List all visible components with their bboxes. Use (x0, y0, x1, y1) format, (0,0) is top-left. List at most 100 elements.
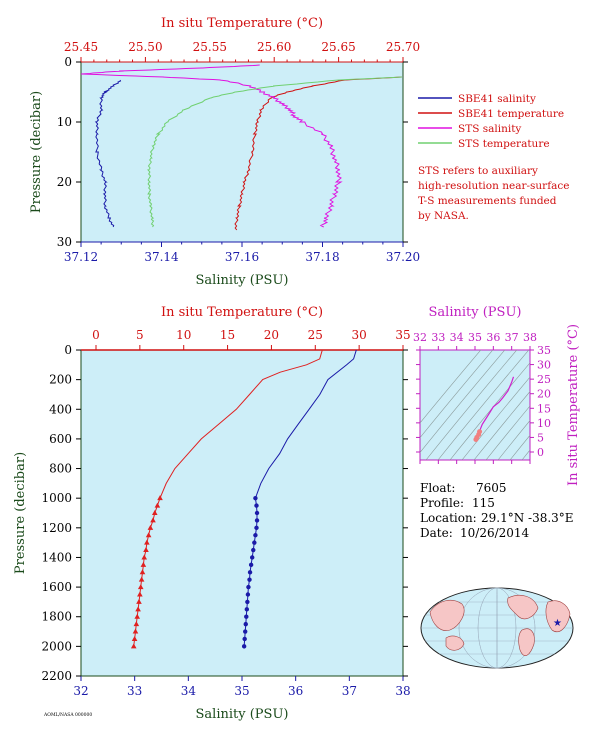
top-temp-axis-title: In situ Temperature (°C) (161, 16, 323, 31)
salinity-point (254, 510, 260, 516)
float-label: Float: (420, 481, 455, 495)
note-line-2: high-resolution near-surface (418, 180, 569, 192)
top-sal-tick-label: 37.14 (144, 250, 179, 264)
temperature-point (137, 591, 143, 597)
bottom-plot-area (80, 349, 404, 677)
ts-deep-point (473, 436, 479, 442)
temperature-point (150, 517, 156, 523)
bottom-pressure-tick-label: 1600 (41, 580, 72, 594)
salinity-point (246, 584, 251, 590)
world-map: ★ (420, 587, 574, 669)
salinity-point (253, 533, 258, 538)
bottom-sal-tick-label: 36 (288, 684, 303, 698)
ts-density-contour (420, 350, 494, 439)
ts-temperature-axis-title: In situ Temperature (°C) (566, 324, 581, 486)
ts-density-contour (420, 350, 506, 454)
salinity-point (245, 592, 251, 597)
salinity-point (253, 495, 258, 501)
top-pressure-tick-label: 10 (57, 115, 72, 129)
salinity-point (243, 621, 248, 627)
ts-temp-tick-label: 0 (537, 446, 544, 459)
legend-label-sbe41-temperature: SBE41 temperature (458, 108, 564, 120)
temperature-point (145, 532, 152, 538)
sts-temperature-line (146, 76, 402, 228)
temperature-point (130, 643, 137, 649)
salinity-point (254, 503, 259, 508)
temperature-point (140, 561, 147, 567)
date-value: 10/26/2014 (460, 526, 530, 540)
bottom-pressure-tick-label: 800 (49, 462, 72, 476)
ts-sal-tick-label: 33 (431, 331, 445, 344)
temperature-point (143, 547, 149, 553)
ts-temp-tick-label: 25 (537, 373, 551, 386)
salinity-point (244, 614, 249, 619)
temperature-point (154, 502, 161, 508)
temperature-point (137, 584, 144, 590)
temperature-point (144, 539, 150, 545)
ts-density-contour (509, 434, 530, 460)
top-profile-chart: In situ Temperature (°C) Salinity (PSU) … (29, 16, 420, 288)
bottom-sal-tick-label: 37 (342, 684, 357, 698)
bottom-pressure-tick-label: 0 (64, 343, 72, 357)
date-label: Date: (420, 526, 453, 540)
salinity-point (244, 607, 250, 612)
sts-salinity-line (80, 64, 343, 228)
map-land-south-america (518, 628, 535, 656)
temperature-point (151, 510, 158, 515)
note-line-3: T-S measurements funded (418, 195, 557, 207)
temperature-point (138, 576, 145, 582)
salinity-point (241, 644, 247, 649)
temperature-point (134, 613, 141, 619)
bottom-temp-tick-label: 10 (176, 328, 191, 342)
ts-density-contour (473, 391, 530, 460)
bottom-pressure-tick-label: 1200 (41, 521, 72, 535)
top-pressure-tick-label: 30 (57, 235, 72, 249)
note-line-4: by NASA. (418, 210, 469, 222)
sbe41-temperature-line (234, 76, 402, 231)
temperature-point (139, 569, 146, 575)
ts-sal-tick-label: 38 (523, 331, 537, 344)
bottom-temp-tick-label: 20 (264, 328, 279, 342)
top-sal-tick-label: 37.16 (225, 250, 259, 264)
salinity-point (242, 636, 247, 642)
top-temp-tick-label: 25.65 (321, 40, 355, 54)
ts-density-contour (420, 350, 482, 424)
bottom-temp-tick-label: 25 (308, 328, 323, 342)
ts-temp-tick-label: 35 (537, 344, 551, 357)
profile-value: 115 (472, 496, 495, 510)
ts-sal-tick-label: 37 (505, 331, 519, 344)
bottom-sal-tick-label: 33 (127, 684, 142, 698)
ts-temp-tick-label: 20 (537, 388, 551, 401)
top-temp-tick-label: 25.45 (64, 40, 98, 54)
temperature-point (147, 524, 154, 530)
temperature-point (133, 621, 140, 627)
float-value: 7605 (476, 481, 507, 495)
temperature-point (141, 554, 148, 560)
top-sal-tick-label: 37.20 (386, 250, 420, 264)
ts-density-contour (485, 405, 530, 460)
bottom-profile-chart: In situ Temperature (°C) Salinity (PSU) … (13, 305, 411, 722)
bottom-pressure-tick-label: 200 (49, 373, 72, 387)
float-info: Float: 7605 Profile: 115 Location: 29.1°… (420, 481, 574, 540)
map-land-asia (429, 599, 465, 631)
ts-density-contour (437, 350, 530, 460)
sbe41-salinity-line (94, 79, 122, 228)
bottom-pressure-tick-label: 400 (49, 402, 72, 416)
top-temp-tick-label: 25.50 (128, 40, 162, 54)
top-temp-tick-label: 25.55 (193, 40, 227, 54)
top-pressure-axis-title: Pressure (decibar) (29, 91, 44, 213)
top-plot-area (80, 61, 404, 243)
salinity-point (249, 555, 255, 560)
salinity-point (251, 547, 256, 553)
bottom-pressure-tick-label: 1800 (41, 610, 72, 624)
bottom-temp-tick-label: 30 (352, 328, 367, 342)
top-sal-tick-label: 37.12 (64, 250, 98, 264)
top-legend: SBE41 salinity SBE41 temperature STS sal… (418, 93, 569, 222)
bottom-sal-tick-label: 38 (395, 684, 410, 698)
temperature-point (132, 628, 139, 634)
legend-label-sts-salinity: STS salinity (458, 123, 521, 135)
temperature-point (157, 495, 163, 501)
salinity-point (247, 577, 252, 582)
ts-salinity-axis-title: Salinity (PSU) (429, 305, 522, 320)
